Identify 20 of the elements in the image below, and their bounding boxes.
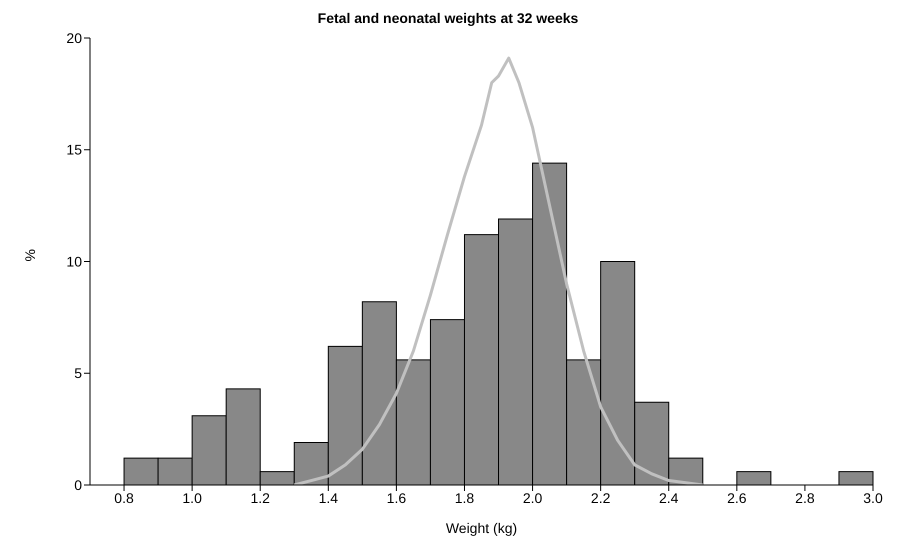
- x-tick-label: 1.0: [182, 490, 202, 506]
- x-tick-label: 1.4: [318, 490, 338, 506]
- y-tick-label: 10: [66, 253, 82, 270]
- x-tick-label: 0.8: [114, 490, 134, 506]
- x-tick-label: 2.8: [795, 490, 815, 506]
- x-tick-label: 2.6: [727, 490, 747, 506]
- x-tick-label: 3.0: [863, 490, 883, 506]
- y-tick-label: 15: [66, 142, 82, 158]
- chart-title: Fetal and neonatal weights at 32 weeks: [316, 10, 580, 26]
- x-tick-label: 1.6: [386, 490, 406, 506]
- x-tick-label: 1.8: [454, 490, 474, 506]
- x-tick-label: 2.0: [522, 490, 543, 506]
- y-axis-title: %: [22, 249, 38, 262]
- y-tick-label: 5: [74, 365, 82, 382]
- x-tick-label: 2.4: [659, 490, 679, 506]
- x-tick-label: 2.2: [590, 490, 611, 506]
- y-tick-label: 0: [74, 476, 82, 493]
- x-axis-title: Weight (kg): [446, 520, 518, 536]
- x-tick-label: 1.2: [250, 490, 270, 506]
- y-tick-label: 20: [66, 30, 82, 46]
